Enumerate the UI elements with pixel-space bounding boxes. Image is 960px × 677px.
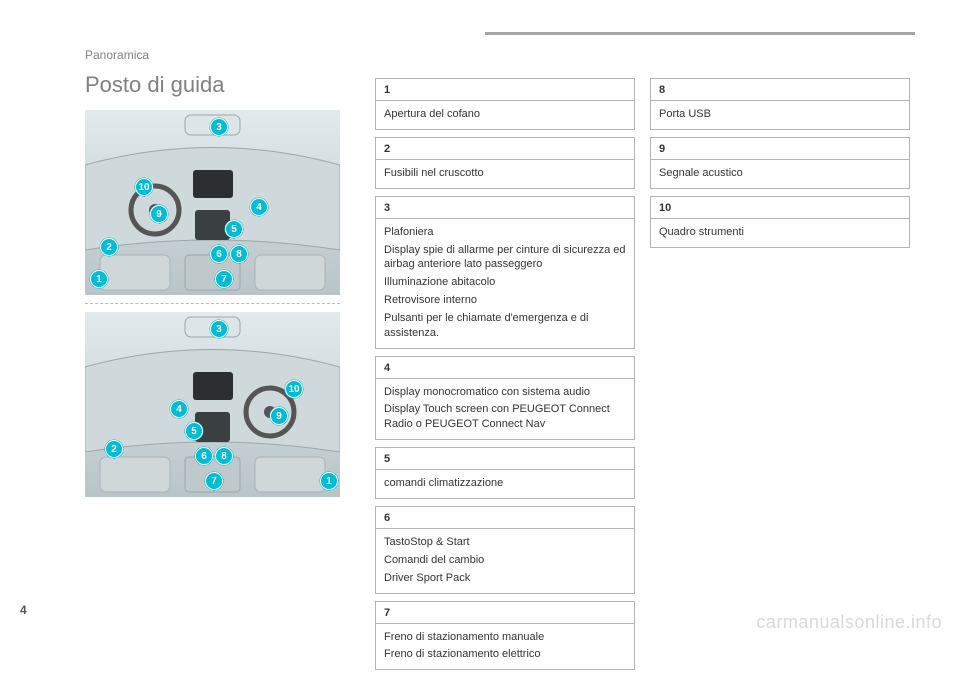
legend-box-line: Plafoniera <box>384 225 626 240</box>
callout-marker: 4 <box>250 198 268 216</box>
illustration-divider <box>85 303 340 304</box>
legend-box-line: TastoStop & Start <box>384 535 626 550</box>
legend-box-number: 4 <box>376 357 634 379</box>
legend-box-line: Display Touch screen con PEUGEOT Connect… <box>384 402 626 432</box>
callout-marker: 2 <box>100 238 118 256</box>
legend-box-line: Display spie di allarme per cinture di s… <box>384 243 626 273</box>
callout-marker: 7 <box>215 270 233 288</box>
legend-box-body: Plafoniera Display spie di allarme per ci… <box>376 219 634 348</box>
dashboard-illustration-rhd: 1 2 3 4 5 6 7 8 9 10 <box>85 312 340 497</box>
legend-box-body: Fusibili nel cruscotto <box>376 160 634 188</box>
legend-box-line: Pulsanti per le chiamate d'emergenza e d… <box>384 311 626 341</box>
callout-marker: 3 <box>210 320 228 338</box>
legend-box-line: Porta USB <box>659 107 901 122</box>
legend-box-body: Porta USB <box>651 101 909 129</box>
legend-box-body: Freno di stazionamento manuale Freno di s… <box>376 624 634 670</box>
legend-box-body: Quadro strumenti <box>651 219 909 247</box>
callout-marker: 5 <box>185 422 203 440</box>
legend-column-right: 8 Porta USB 9 Segnale acustico 10 Quadro stru… <box>650 78 910 255</box>
legend-box-line: Segnale acustico <box>659 166 901 181</box>
page-title: Posto di guida <box>85 72 224 98</box>
legend-box-number: 8 <box>651 79 909 101</box>
legend-box-line: Display monocromatico con sistema audio <box>384 385 626 400</box>
legend-box-line: Quadro strumenti <box>659 225 901 240</box>
legend-box-line: Retrovisore interno <box>384 293 626 308</box>
legend-box-number: 3 <box>376 197 634 219</box>
legend-box: 5 comandi climatizzazione <box>375 447 635 499</box>
callout-marker: 10 <box>285 380 303 398</box>
legend-box-number: 10 <box>651 197 909 219</box>
top-bar <box>485 32 915 35</box>
legend-box-body: comandi climatizzazione <box>376 470 634 498</box>
legend-box: 4Display monocromatico con sistema audio… <box>375 356 635 441</box>
legend-box: 6 TastoStop & Start Comandi del cambio Driv… <box>375 506 635 594</box>
callout-marker: 5 <box>225 220 243 238</box>
callout-marker: 6 <box>210 245 228 263</box>
legend-box-number: 7 <box>376 602 634 624</box>
legend-box-body: TastoStop & Start Comandi del cambio Drive… <box>376 529 634 593</box>
legend-box-number: 2 <box>376 138 634 160</box>
callout-marker: 8 <box>230 245 248 263</box>
dashboard-svg <box>85 110 340 295</box>
legend-box-line: Apertura del cofano <box>384 107 626 122</box>
legend-box-line: Comandi del cambio <box>384 553 626 568</box>
callout-marker: 7 <box>205 472 223 490</box>
legend-box: 3 Plafoniera Display spie di allarme per c… <box>375 196 635 349</box>
legend-box-line: comandi climatizzazione <box>384 476 626 491</box>
callout-marker: 1 <box>320 472 338 490</box>
legend-box-line: Freno di stazionamento manuale <box>384 630 626 645</box>
legend-box: 9 Segnale acustico <box>650 137 910 189</box>
legend-box-number: 1 <box>376 79 634 101</box>
callout-marker: 9 <box>150 205 168 223</box>
legend-box: 2 Fusibili nel cruscotto <box>375 137 635 189</box>
legend-box-line: Driver Sport Pack <box>384 571 626 586</box>
legend-box: 1 Apertura del cofano <box>375 78 635 130</box>
legend-box: 7Freno di stazionamento manualeFreno di … <box>375 601 635 671</box>
dashboard-illustration-lhd: 1 2 3 45 6 7 8 9 10 <box>85 110 340 295</box>
legend-box: 10 Quadro strumenti <box>650 196 910 248</box>
legend-column-middle: 1 Apertura del cofano 2 Fusibili nel crusco… <box>375 78 635 677</box>
legend-box-body: Display monocromatico con sistema audio D… <box>376 379 634 440</box>
legend-box-line: Illuminazione abitacolo <box>384 275 626 290</box>
legend-box-line: Fusibili nel cruscotto <box>384 166 626 181</box>
legend-box-body: Apertura del cofano <box>376 101 634 129</box>
dashboard-svg <box>85 312 340 497</box>
callout-marker: 10 <box>135 178 153 196</box>
section-label: Panoramica <box>85 48 149 62</box>
legend-box: 8 Porta USB <box>650 78 910 130</box>
callout-marker: 9 <box>270 407 288 425</box>
watermark: carmanualsonline.info <box>756 612 942 633</box>
legend-box-body: Segnale acustico <box>651 160 909 188</box>
callout-marker: 3 <box>210 118 228 136</box>
callout-marker: 1 <box>90 270 108 288</box>
legend-box-number: 9 <box>651 138 909 160</box>
illustration-column: 12345678910 12345678910 <box>85 110 340 505</box>
callout-marker: 6 <box>195 447 213 465</box>
callout-marker: 8 <box>215 447 233 465</box>
legend-box-number: 5 <box>376 448 634 470</box>
callout-marker: 2 <box>105 440 123 458</box>
callout-marker: 4 <box>170 400 188 418</box>
legend-box-line: Freno di stazionamento elettrico <box>384 647 626 662</box>
legend-box-number: 6 <box>376 507 634 529</box>
page-number: 4 <box>20 603 27 617</box>
